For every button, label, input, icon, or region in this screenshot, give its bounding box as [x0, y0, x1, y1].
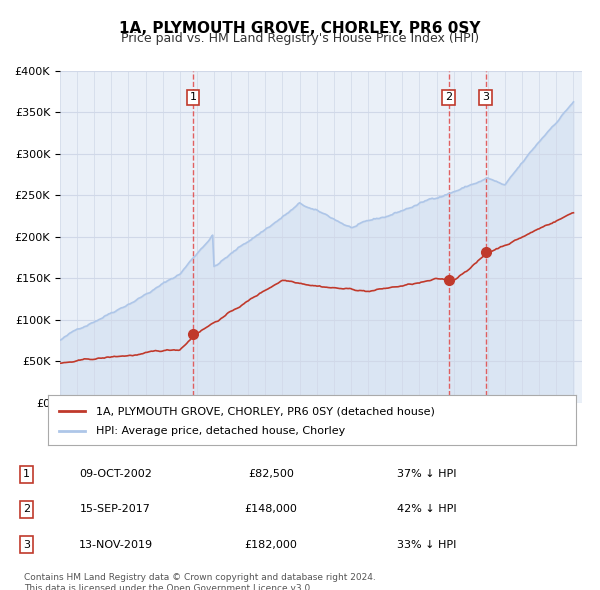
Text: 1A, PLYMOUTH GROVE, CHORLEY, PR6 0SY (detached house): 1A, PLYMOUTH GROVE, CHORLEY, PR6 0SY (de…: [95, 407, 434, 417]
Text: Price paid vs. HM Land Registry's House Price Index (HPI): Price paid vs. HM Land Registry's House …: [121, 32, 479, 45]
Text: 09-OCT-2002: 09-OCT-2002: [79, 470, 152, 479]
Text: HPI: Average price, detached house, Chorley: HPI: Average price, detached house, Chor…: [95, 427, 345, 437]
Text: £148,000: £148,000: [245, 504, 298, 514]
Text: 13-NOV-2019: 13-NOV-2019: [79, 540, 153, 549]
Text: 1: 1: [23, 470, 30, 479]
Text: 33% ↓ HPI: 33% ↓ HPI: [397, 540, 457, 549]
Text: 1A, PLYMOUTH GROVE, CHORLEY, PR6 0SY: 1A, PLYMOUTH GROVE, CHORLEY, PR6 0SY: [119, 21, 481, 35]
Text: 1: 1: [190, 93, 196, 102]
Text: 2: 2: [23, 504, 30, 514]
Text: 3: 3: [23, 540, 30, 549]
Text: 2: 2: [445, 93, 452, 102]
Text: 3: 3: [482, 93, 489, 102]
Text: 37% ↓ HPI: 37% ↓ HPI: [397, 470, 457, 479]
Text: Contains HM Land Registry data © Crown copyright and database right 2024.
This d: Contains HM Land Registry data © Crown c…: [24, 573, 376, 590]
Text: £82,500: £82,500: [248, 470, 294, 479]
Text: 42% ↓ HPI: 42% ↓ HPI: [397, 504, 457, 514]
Text: 15-SEP-2017: 15-SEP-2017: [80, 504, 151, 514]
Text: £182,000: £182,000: [245, 540, 298, 549]
